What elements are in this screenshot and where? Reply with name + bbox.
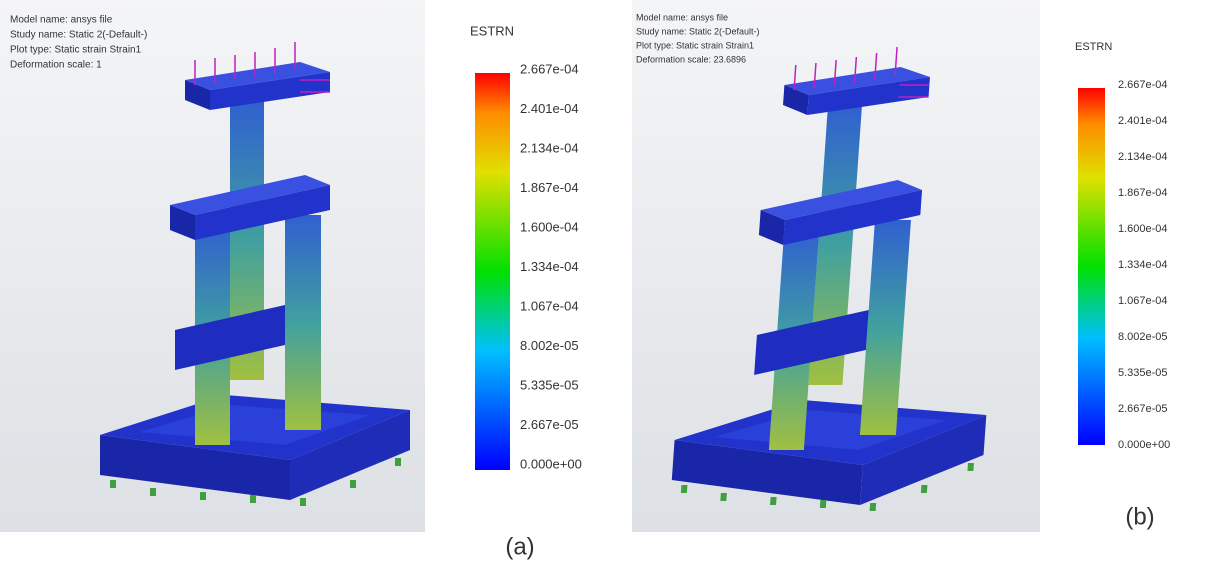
- color-bar-b: [1078, 88, 1105, 445]
- legend-label: 2.401e-04: [520, 101, 579, 116]
- legend-label: 2.134e-04: [1118, 151, 1168, 163]
- legend-label: 1.600e-04: [1118, 223, 1168, 235]
- header-line: Plot type: Static strain Strain1: [10, 45, 142, 56]
- legend-label: 1.334e-04: [1118, 259, 1168, 271]
- legend-label: 2.401e-04: [1118, 115, 1168, 127]
- header-line: Model name: ansys file: [10, 15, 113, 26]
- legend-label: 1.867e-04: [520, 180, 579, 195]
- legend-title: ESTRN: [470, 23, 514, 38]
- legend-label: 0.000e+00: [520, 456, 582, 471]
- caption: (b): [1125, 503, 1154, 530]
- legend-label: 1.067e-04: [1118, 295, 1168, 307]
- legend-label: 8.002e-05: [1118, 331, 1168, 343]
- legend-label: 5.335e-05: [1118, 367, 1168, 379]
- header-line: Deformation scale: 23.6896: [636, 54, 746, 64]
- legend-label: 1.067e-04: [520, 298, 579, 313]
- header-line: Model name: ansys file: [636, 12, 728, 22]
- legend-label: 0.000e+00: [1118, 439, 1170, 451]
- legend-label: 5.335e-05: [520, 377, 579, 392]
- header-line: Deformation scale: 1: [10, 60, 102, 71]
- legend-label: 2.134e-04: [520, 140, 579, 155]
- legend-label: 1.600e-04: [520, 219, 579, 234]
- header-line: Study name: Static 2(-Default-): [636, 26, 760, 36]
- caption: (a): [505, 533, 534, 560]
- legend-label: 2.667e-04: [1118, 79, 1168, 91]
- legend-label: 1.867e-04: [1118, 187, 1168, 199]
- legend-label: 8.002e-05: [520, 338, 579, 353]
- header-line: Study name: Static 2(-Default-): [10, 30, 147, 41]
- figure: Model name: ansys file Study name: Static…: [0, 0, 1209, 569]
- legend-label: 2.667e-05: [1118, 403, 1168, 415]
- legend-label: 2.667e-04: [520, 61, 579, 76]
- legend-label: 2.667e-05: [520, 417, 579, 432]
- legend-label: 1.334e-04: [520, 259, 579, 274]
- legend-title: ESTRN: [1075, 41, 1112, 53]
- color-bar-a: [475, 73, 510, 470]
- header-line: Plot type: Static strain Strain1: [636, 40, 754, 50]
